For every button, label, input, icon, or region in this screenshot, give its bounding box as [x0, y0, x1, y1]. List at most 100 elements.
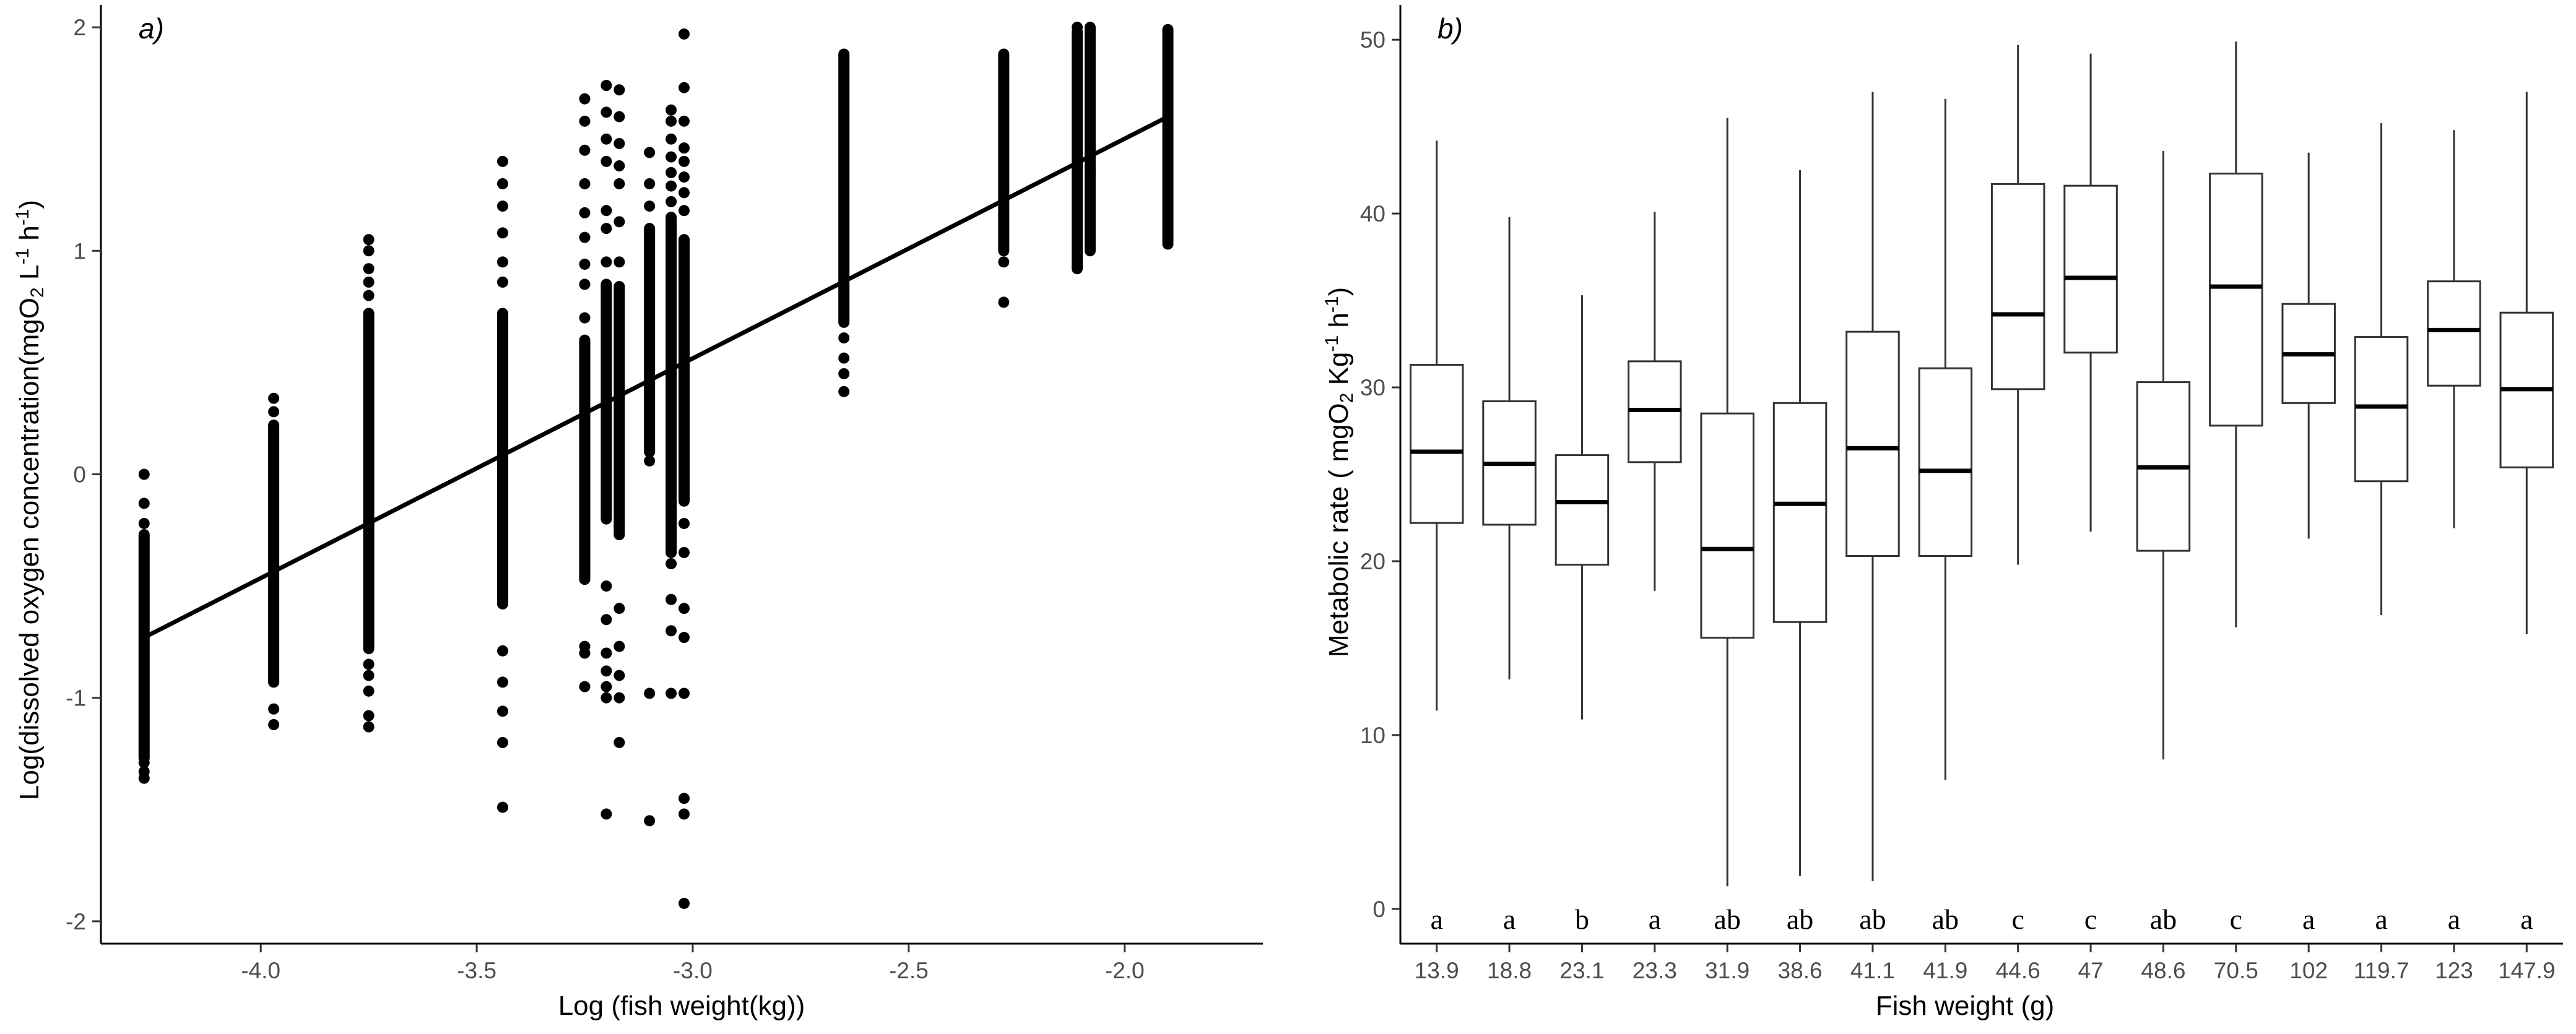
data-point: [644, 178, 656, 189]
cluster-1: [268, 392, 280, 731]
cluster-12: [1071, 22, 1083, 275]
data-point: [363, 685, 375, 697]
data-point: [497, 276, 508, 288]
data-point: [601, 133, 612, 145]
data-point: [1071, 22, 1083, 33]
cluster-2: [363, 234, 375, 733]
data-point: [614, 216, 625, 228]
data-point: [579, 231, 591, 243]
cluster-0: [138, 468, 150, 784]
x-tick-label: 13.9: [1415, 958, 1459, 983]
panel-b-label: b): [1438, 12, 1463, 45]
panel-b-y-axis-title: Metabolic rate ( mgO2 Kg-1 h-1): [1322, 287, 1357, 657]
box-11: c: [2209, 41, 2263, 935]
box-6: ab: [1845, 92, 1900, 935]
data-point: [614, 670, 625, 681]
cluster-11: [998, 48, 1010, 308]
data-point: [579, 640, 591, 652]
data-point: [497, 736, 508, 748]
data-point: [678, 187, 690, 199]
data-point: [644, 455, 656, 467]
data-point: [666, 687, 677, 699]
data-point: [363, 276, 375, 288]
x-tick-label: -3.5: [457, 958, 497, 983]
data-point: [601, 681, 612, 692]
cluster-9: [678, 28, 690, 909]
box-iqr: [1700, 412, 1754, 639]
data-point: [579, 93, 591, 105]
data-point: [678, 603, 690, 614]
box-0: a: [1409, 140, 1464, 935]
data-point: [678, 632, 690, 644]
panel-a-ylabel-part: Log(dissolved oxygen concentration(mgO: [14, 298, 45, 800]
data-point-column: [268, 420, 280, 688]
y-tick-label: 0: [1373, 897, 1386, 922]
data-point-column: [666, 212, 677, 558]
box-iqr: [1918, 367, 1973, 558]
data-point: [614, 160, 625, 172]
data-point: [579, 278, 591, 290]
x-tick-label: 119.7: [2354, 958, 2409, 983]
box-7: ab: [1918, 98, 1973, 935]
data-point: [666, 133, 677, 145]
box-iqr: [1555, 454, 1610, 566]
data-point: [1071, 261, 1083, 272]
data-point: [666, 558, 677, 569]
x-tick-label: 31.9: [1705, 958, 1750, 983]
panel-a-ylabel-part: L: [14, 265, 45, 288]
data-point-column: [1162, 24, 1174, 248]
x-tick-label: 18.8: [1487, 958, 1532, 983]
data-point: [497, 676, 508, 688]
data-point-column: [497, 308, 508, 610]
panel-a-scatter: a) -4.0 -3.5 -3.0 -2.5 -2.0 -2 -1 0 1 2 Log (fish…: [12, 5, 1263, 1021]
x-tick-label: 41.9: [1923, 958, 1967, 983]
data-point: [838, 352, 850, 364]
y-tick-label: 1: [73, 238, 86, 264]
data-point: [363, 290, 375, 301]
data-point: [497, 645, 508, 657]
box-4: ab: [1700, 118, 1754, 935]
data-point: [601, 256, 612, 268]
data-point: [678, 546, 690, 558]
significance-letter: a: [1649, 903, 1661, 935]
data-point: [678, 687, 690, 699]
data-point: [497, 178, 508, 189]
cluster-13: [1084, 22, 1096, 257]
panel-a-ylabel-part: -1: [12, 209, 33, 226]
cluster-10: [838, 48, 850, 397]
data-point: [666, 593, 677, 605]
data-point-column: [678, 234, 690, 507]
data-point: [579, 258, 591, 270]
data-point: [268, 392, 280, 404]
data-point-column: [614, 281, 625, 541]
panel-b-ylabel-part: h: [1324, 312, 1354, 335]
x-tick-label: 70.5: [2214, 958, 2258, 983]
significance-letter: a: [1430, 903, 1442, 935]
data-point: [644, 147, 656, 158]
data-point-column: [998, 48, 1010, 257]
significance-letter: c: [2084, 903, 2097, 935]
panel-a-ylabel-part: h: [14, 225, 45, 248]
data-point-column: [1071, 26, 1083, 275]
x-tick-label: 23.1: [1559, 958, 1604, 983]
data-point: [579, 178, 591, 189]
panel-b-ylabel-part: -1: [1322, 335, 1342, 352]
data-point: [579, 312, 591, 324]
y-tick-label: 20: [1360, 549, 1386, 574]
data-point: [666, 180, 677, 192]
data-point: [579, 115, 591, 127]
panel-b-ylabel-part: ): [1324, 287, 1354, 296]
box-8: c: [1990, 45, 2045, 935]
data-point: [363, 721, 375, 733]
data-point: [678, 115, 690, 127]
data-point: [678, 517, 690, 529]
panel-a-label: a): [139, 12, 164, 45]
data-point-column: [363, 308, 375, 655]
data-point: [497, 256, 508, 268]
x-tick-label: 23.3: [1633, 958, 1677, 983]
data-point: [666, 151, 677, 163]
box-10: ab: [2136, 150, 2191, 935]
data-point: [601, 106, 612, 118]
panel-b-x-axis-title: Fish weight (g): [1876, 991, 2055, 1021]
data-point: [268, 719, 280, 731]
